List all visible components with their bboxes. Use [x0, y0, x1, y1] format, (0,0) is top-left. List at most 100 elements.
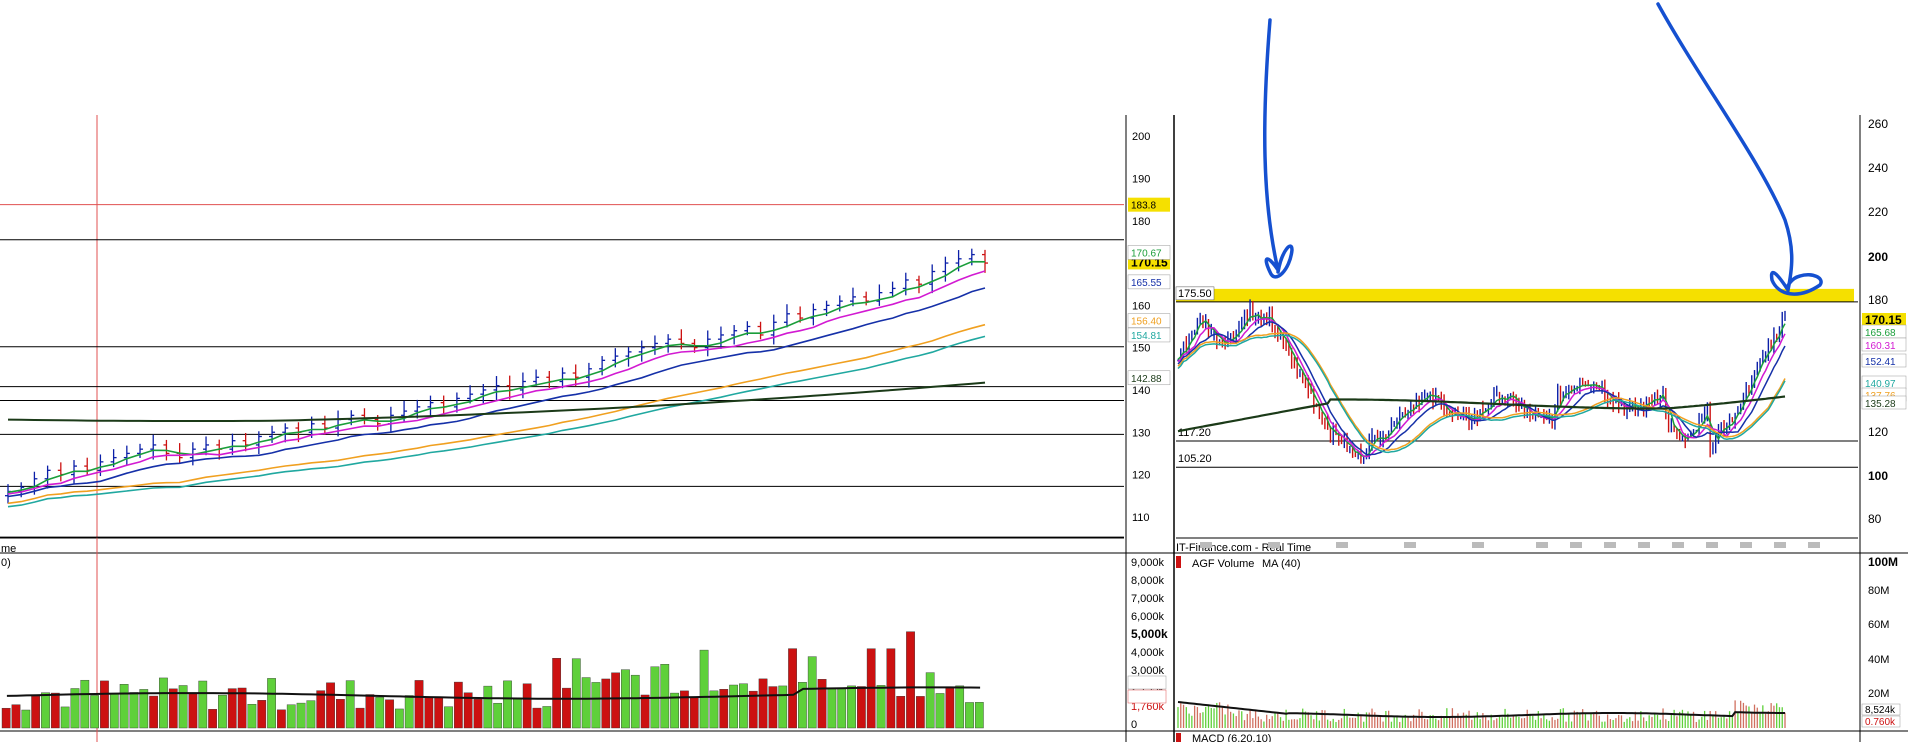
- left-volume-bar: [434, 697, 444, 729]
- source-label: IT-Finance.com - Real Time: [1176, 542, 1311, 554]
- left-price-tick: 160: [1132, 300, 1150, 312]
- left-price-marker-box: [1127, 327, 1171, 343]
- left-price-marker-box: [1127, 313, 1171, 328]
- left-volume-bar: [257, 700, 267, 729]
- left-volume-marker-box: [1127, 689, 1167, 704]
- left-volume-bar: [463, 692, 473, 729]
- left-volume-bar: [562, 687, 571, 729]
- right-date-tick: [1706, 542, 1718, 548]
- right-date-tick: [1570, 542, 1582, 548]
- right-level-label: 175.50: [1178, 288, 1212, 300]
- left-volume-bar: [50, 692, 60, 729]
- right-volume-tick: 100M: [1868, 555, 1898, 569]
- left-volume-bar: [345, 680, 355, 729]
- left-moving-average-line: [7, 270, 986, 495]
- left-volume-bar: [80, 679, 90, 729]
- left-price-marker: 142.88: [1131, 374, 1162, 385]
- right-price-marker: 140.97: [1865, 379, 1896, 390]
- left-volume-bar: [542, 706, 552, 729]
- left-volume-tick: 7,000k: [1131, 593, 1165, 605]
- left-price-tick: 120: [1132, 470, 1150, 482]
- left-volume-bar: [857, 686, 866, 729]
- right-price-tick: 220: [1868, 205, 1888, 219]
- left-price-tick: 180: [1132, 216, 1150, 228]
- left-moving-average-line: [7, 287, 986, 498]
- right-volume-ma-line: [1177, 701, 1785, 718]
- left-volume-tick: 0: [1131, 719, 1137, 731]
- left-price-marker: 156.40: [1131, 317, 1162, 328]
- left-volume-bar: [149, 695, 158, 729]
- left-moving-average-line: [7, 323, 986, 505]
- macd-legend-swatch: [1176, 733, 1181, 742]
- right-date-tick: [1404, 542, 1416, 548]
- right-volume-tick: 80M: [1868, 585, 1889, 597]
- right-moving-average-line: [1177, 332, 1786, 451]
- left-volume-bar: [21, 709, 31, 729]
- left-volume-bar: [680, 690, 689, 729]
- left-volume-bar: [336, 699, 345, 729]
- left-price-marker-box: [1127, 370, 1171, 386]
- left-volume-bar: [974, 702, 984, 729]
- left-volume-bar: [109, 693, 119, 729]
- right-date-tick: [1638, 542, 1650, 548]
- left-volume-bar: [798, 682, 807, 729]
- left-price-tick: 150: [1132, 343, 1150, 355]
- left-volume-bar: [119, 684, 129, 729]
- left-volume-bar: [208, 709, 217, 729]
- left-volume-tick: 8,000k: [1131, 575, 1165, 587]
- left-volume-bar: [188, 693, 198, 729]
- annotation-arrow-right: [1656, 2, 1823, 296]
- left-volume-bar: [414, 680, 424, 729]
- left-volume-bar: [198, 680, 208, 729]
- right-date-tick: [1740, 542, 1752, 548]
- right-volume-tick: 20M: [1868, 688, 1889, 700]
- left-volume-bar: [591, 682, 601, 729]
- left-volume-bar: [444, 706, 453, 729]
- left-volume-bar: [227, 688, 237, 729]
- left-volume-bar: [817, 679, 827, 729]
- right-level-label-box: [1175, 286, 1215, 301]
- left-price-marker: 165.55: [1131, 278, 1162, 289]
- right-price-tick: 200: [1868, 250, 1888, 264]
- left-price-marker-box: [1128, 197, 1170, 212]
- left-volume-tick: 5,000k: [1131, 627, 1168, 641]
- left-volume-bar: [237, 687, 247, 729]
- right-price-tick: 80: [1868, 512, 1882, 526]
- left-volume-tick: 3,000k: [1131, 665, 1165, 677]
- right-moving-average-line: [1177, 321, 1786, 456]
- right-level-label: 105.20: [1178, 453, 1212, 465]
- right-price-marker: 135.28: [1865, 399, 1896, 410]
- right-long-moving-average-line: [1177, 395, 1786, 433]
- left-volume-bar: [758, 678, 768, 729]
- left-volume-bar: [611, 672, 620, 729]
- right-volume-marker-box: [1861, 703, 1901, 716]
- right-volume-tick: 60M: [1868, 619, 1889, 631]
- right-price-tick: 240: [1868, 161, 1888, 175]
- right-volume-marker: 8,524k: [1865, 705, 1896, 716]
- left-volume-tick: 6,000k: [1131, 611, 1165, 623]
- left-volume-bar: [493, 702, 503, 729]
- left-volume-bar: [807, 656, 817, 729]
- left-volume-bar: [965, 702, 974, 729]
- left-moving-average-line: [7, 335, 986, 508]
- left-volume-bar: [522, 683, 532, 729]
- left-volume-bar: [473, 699, 483, 729]
- left-volume-bar: [395, 708, 404, 729]
- left-volume-ma-line: [6, 686, 981, 700]
- left-volume-bar: [768, 686, 778, 729]
- left-volume-bar: [955, 685, 965, 729]
- left-volume-bar: [306, 700, 316, 729]
- left-price-marker-box: [1127, 245, 1171, 260]
- left-volume-bar: [935, 693, 945, 729]
- right-price-marker-box: [1862, 313, 1906, 326]
- right-level-label-box: [1176, 452, 1214, 466]
- left-volume-bar: [41, 692, 50, 729]
- left-volume-bar: [355, 707, 365, 729]
- left-volume-bar: [788, 648, 797, 729]
- right-volume-bars: [1177, 700, 1786, 728]
- left-volume-bar: [168, 688, 178, 729]
- left-volume-bar: [827, 687, 837, 729]
- left-price-marker: 183.8: [1131, 201, 1156, 212]
- left-moving-average-line: [7, 381, 986, 422]
- left-volume-bar: [689, 697, 699, 729]
